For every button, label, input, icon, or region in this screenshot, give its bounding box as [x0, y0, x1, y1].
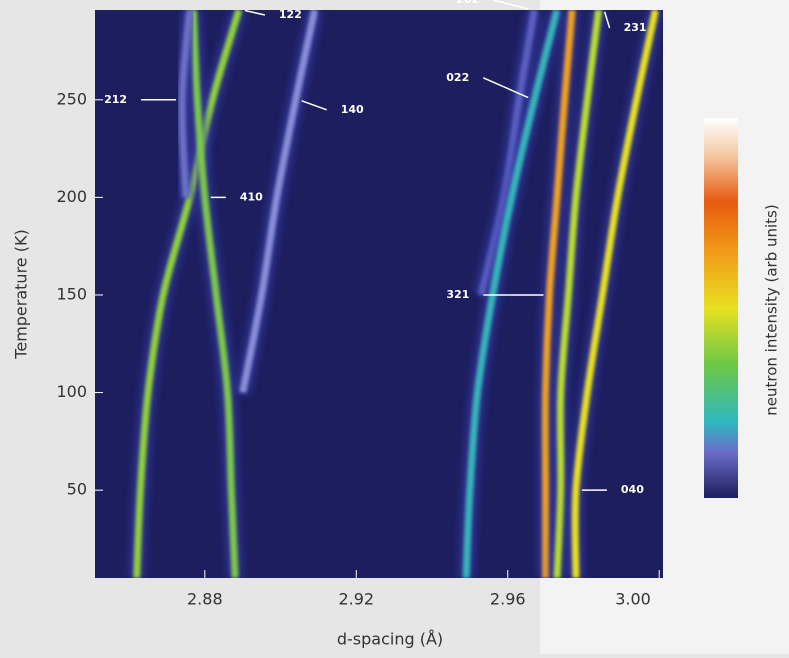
peak-trace [571, 10, 659, 578]
y-tick-label: 150 [56, 284, 87, 303]
annotation-arrow [493, 0, 529, 10]
annotation-label: 212 [104, 93, 127, 106]
annotation-arrow [244, 9, 266, 16]
annotation-label: 231 [624, 21, 647, 34]
y-tick-label: 200 [56, 187, 87, 206]
x-tick-label: 3.00 [615, 590, 651, 609]
x-tick-label: 2.88 [187, 590, 223, 609]
annotation-label: 040 [621, 483, 644, 496]
peak-trace [189, 10, 239, 578]
annotation-arrow [603, 11, 611, 29]
peak-trace [178, 10, 194, 198]
y-tick-label: 250 [56, 89, 87, 108]
y-tick-label: 100 [56, 382, 87, 401]
annotation-label: 321 [446, 288, 469, 301]
y-tick-label: 50 [67, 480, 87, 499]
x-axis-title: d-spacing (Å) [337, 630, 443, 649]
colorbar [704, 118, 738, 498]
annotation-label: 410 [240, 190, 263, 203]
annotation-arrow [482, 77, 529, 99]
x-tick-label: 2.92 [338, 590, 374, 609]
peak-trace [553, 10, 603, 578]
x-tick-label: 2.96 [490, 590, 526, 609]
peak-trace [239, 10, 319, 394]
annotation-label: 202 [456, 0, 479, 6]
annotation-label: 140 [341, 103, 364, 116]
peak-trace [133, 10, 243, 578]
annotation-label: 022 [446, 71, 469, 84]
annotation-label: 122 [279, 8, 302, 21]
colorbar-label: neutron intensity (arb units) [763, 204, 781, 415]
annotation-arrow [301, 100, 327, 111]
y-axis-title: Temperature (K) [12, 229, 31, 359]
peak-trace [477, 10, 538, 296]
peak-trace [541, 10, 576, 578]
